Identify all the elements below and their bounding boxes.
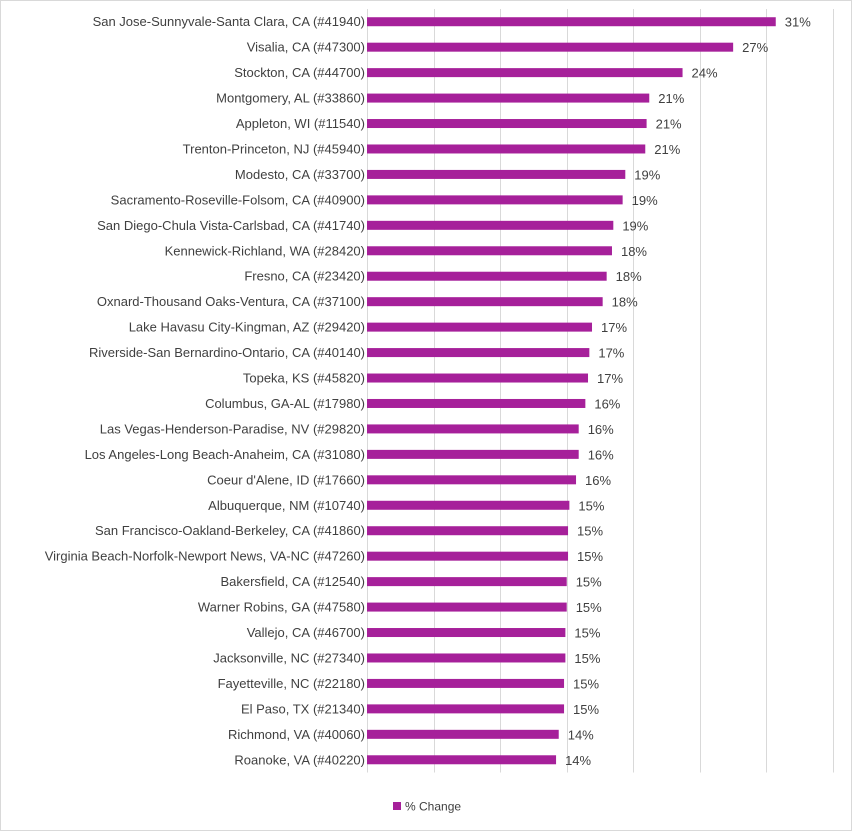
bar xyxy=(367,144,646,154)
data-label: 19% xyxy=(622,218,648,233)
legend: % Change xyxy=(393,800,461,814)
category-label: San Diego-Chula Vista-Carlsbad, CA (#417… xyxy=(97,218,365,233)
category-label: Sacramento-Roseville-Folsom, CA (#40900) xyxy=(111,192,365,207)
bars xyxy=(367,17,776,765)
data-label: 15% xyxy=(573,702,599,717)
data-label: 15% xyxy=(576,600,602,615)
category-label: San Jose-Sunnyvale-Santa Clara, CA (#419… xyxy=(93,14,365,29)
data-label: 18% xyxy=(621,244,647,259)
bar xyxy=(367,424,579,434)
category-label: Visalia, CA (#47300) xyxy=(247,40,365,55)
data-label: 17% xyxy=(601,320,627,335)
data-label: 21% xyxy=(654,142,680,157)
bar xyxy=(367,577,567,587)
category-label: Roanoke, VA (#40220) xyxy=(234,752,365,767)
data-label: 19% xyxy=(634,167,660,182)
bar xyxy=(367,475,577,485)
data-label: 21% xyxy=(658,91,684,106)
data-label: 19% xyxy=(632,193,658,208)
data-label: 15% xyxy=(574,651,600,666)
bar xyxy=(367,42,734,52)
category-label: Topeka, KS (#45820) xyxy=(243,371,365,386)
data-label: 16% xyxy=(588,422,614,437)
category-label: San Francisco-Oakland-Berkeley, CA (#418… xyxy=(95,523,365,538)
data-label: 27% xyxy=(742,40,768,55)
category-label: Fresno, CA (#23420) xyxy=(244,269,365,284)
bar xyxy=(367,195,623,205)
data-label: 14% xyxy=(568,727,594,742)
data-label: 15% xyxy=(573,676,599,691)
bar xyxy=(367,755,557,765)
data-label: 15% xyxy=(574,626,600,641)
legend-label: % Change xyxy=(405,800,461,814)
data-label: 24% xyxy=(692,66,718,81)
category-label: Virginia Beach-Norfolk-Newport News, VA-… xyxy=(45,549,365,564)
category-label: Fayetteville, NC (#22180) xyxy=(218,676,365,691)
category-label: Los Angeles-Long Beach-Anaheim, CA (#310… xyxy=(85,447,365,462)
data-label: 18% xyxy=(612,295,638,310)
category-label: Warner Robins, GA (#47580) xyxy=(198,600,365,615)
data-labels: 31% 27% 24% 21% 21% 21% 19% 19% 19% 18% 18% 18% 17% 1… xyxy=(565,15,811,768)
category-label: Trenton-Princeton, NJ (#45940) xyxy=(183,141,365,156)
bar xyxy=(367,653,566,663)
category-label: Bakersfield, CA (#12540) xyxy=(220,574,365,589)
category-label: Columbus, GA-AL (#17980) xyxy=(205,396,365,411)
gridlines xyxy=(367,9,834,773)
bar xyxy=(367,246,612,256)
data-label: 21% xyxy=(656,117,682,132)
bar xyxy=(367,17,776,27)
category-labels: San Jose-Sunnyvale-Santa Clara, CA (#419… xyxy=(45,14,365,767)
category-label: Appleton, WI (#11540) xyxy=(236,116,365,131)
category-label: Richmond, VA (#40060) xyxy=(228,727,365,742)
bar xyxy=(367,500,570,510)
data-label: 18% xyxy=(616,269,642,284)
bar xyxy=(367,169,626,179)
data-label: 15% xyxy=(577,549,603,564)
category-label: El Paso, TX (#21340) xyxy=(241,701,365,716)
category-label: Modesto, CA (#33700) xyxy=(235,167,365,182)
bar xyxy=(367,704,565,714)
bar xyxy=(367,729,559,739)
category-label: Vallejo, CA (#46700) xyxy=(247,625,365,640)
bar xyxy=(367,68,683,78)
category-label: Stockton, CA (#44700) xyxy=(234,65,365,80)
bar xyxy=(367,373,589,383)
category-label: Coeur d'Alene, ID (#17660) xyxy=(207,472,365,487)
data-label: 14% xyxy=(565,753,591,768)
category-label: Kennewick-Richland, WA (#28420) xyxy=(165,243,365,258)
bar xyxy=(367,449,579,459)
data-label: 16% xyxy=(585,473,611,488)
data-label: 17% xyxy=(597,371,623,386)
bar xyxy=(367,220,614,230)
category-label: Montgomery, AL (#33860) xyxy=(216,91,365,106)
bar xyxy=(367,119,647,129)
data-label: 31% xyxy=(785,15,811,30)
bar xyxy=(367,93,650,103)
bar xyxy=(367,398,586,408)
category-label: Riverside-San Bernardino-Ontario, CA (#4… xyxy=(89,345,365,360)
bar xyxy=(367,628,566,638)
category-label: Albuquerque, NM (#10740) xyxy=(208,498,365,513)
legend-swatch xyxy=(393,802,401,810)
bar xyxy=(367,551,569,561)
bar xyxy=(367,348,590,358)
category-label: Oxnard-Thousand Oaks-Ventura, CA (#37100… xyxy=(97,294,365,309)
bar xyxy=(367,271,607,281)
data-label: 17% xyxy=(598,346,624,361)
data-label: 16% xyxy=(588,447,614,462)
category-label: Lake Havasu City-Kingman, AZ (#29420) xyxy=(129,320,365,335)
data-label: 15% xyxy=(577,524,603,539)
data-label: 15% xyxy=(576,575,602,590)
bar xyxy=(367,297,603,307)
category-label: Jacksonville, NC (#27340) xyxy=(213,650,365,665)
data-label: 15% xyxy=(578,498,604,513)
data-label: 16% xyxy=(594,396,620,411)
bar xyxy=(367,322,593,332)
category-label: Las Vegas-Henderson-Paradise, NV (#29820… xyxy=(100,421,365,436)
bar xyxy=(367,602,567,612)
bar xyxy=(367,678,565,688)
bar xyxy=(367,526,569,536)
